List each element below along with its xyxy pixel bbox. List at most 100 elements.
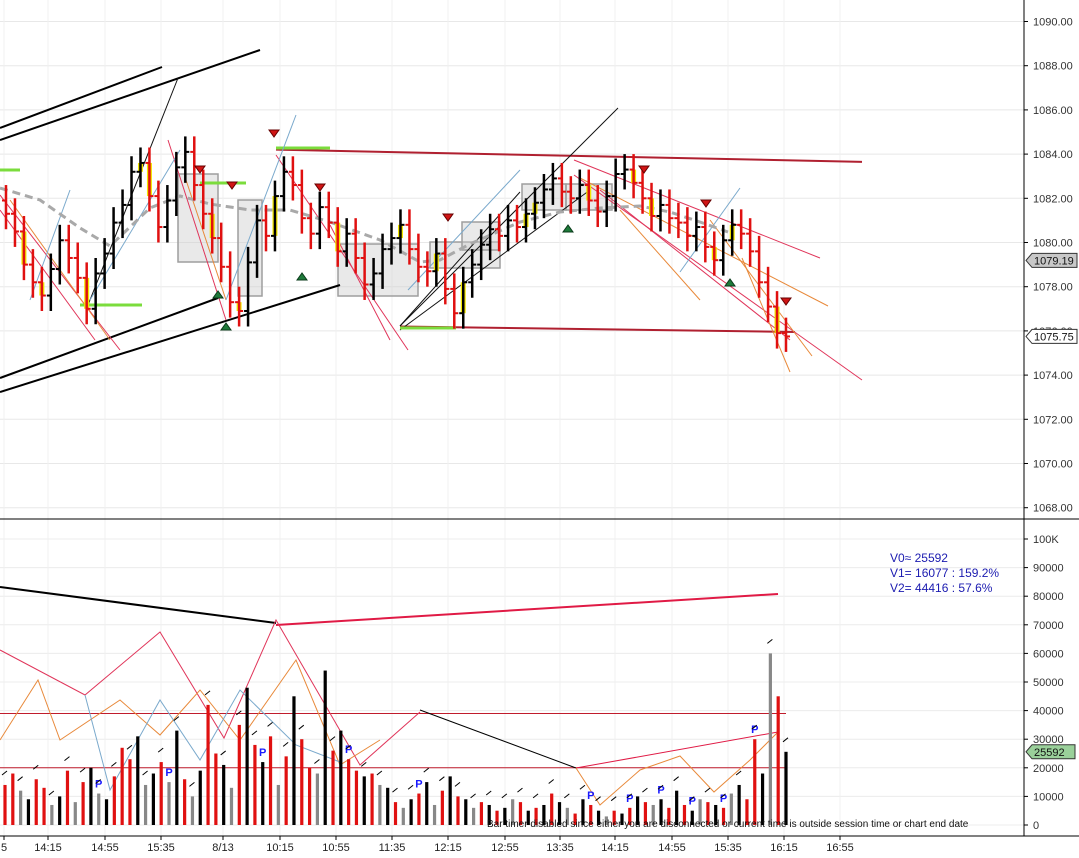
time-tick-label: 11:35	[379, 842, 406, 854]
volume-bar	[167, 782, 171, 825]
volume-bar	[276, 784, 280, 825]
volume-stats-line: V1= 16077 : 159.2%	[890, 566, 999, 580]
volume-arrow-marker	[517, 787, 523, 793]
volume-arrow-marker	[376, 770, 383, 776]
buy-triangle-marker	[212, 290, 224, 299]
volume-arrow-marker	[642, 787, 648, 793]
volume-bar	[354, 770, 359, 825]
trend-line	[0, 66, 163, 129]
volume-arrow-marker	[532, 793, 539, 799]
volume-arrow-marker	[189, 782, 195, 787]
volume-bar	[284, 756, 288, 825]
price-bar	[190, 136, 199, 201]
volume-bar	[339, 730, 343, 825]
price-bar	[584, 169, 593, 216]
price-tick-label: 1068.00	[1033, 503, 1073, 515]
volume-bar	[401, 807, 405, 825]
volume-bar	[300, 739, 304, 825]
volume-bar	[50, 804, 54, 825]
p-marker: P	[345, 744, 352, 756]
volume-tick-label: 30000	[1033, 734, 1064, 746]
price-bar	[64, 224, 73, 274]
volume-bar	[612, 810, 616, 825]
p-marker: P	[165, 767, 172, 779]
sell-triangle-marker	[314, 183, 326, 192]
price-bar	[351, 218, 360, 274]
volume-bar	[565, 807, 569, 825]
price-bar	[19, 215, 28, 281]
volume-bar	[487, 804, 491, 825]
volume-arrow-marker	[360, 761, 367, 767]
price-tag-label: 1079.19	[1034, 255, 1074, 267]
price-tag-box	[1025, 328, 1078, 344]
volume-bar	[214, 753, 218, 825]
volume-arrow-marker	[548, 779, 555, 784]
volume-bar	[472, 807, 476, 825]
time-tick-label: 12:15	[434, 842, 462, 854]
time-tick-label: 15:35	[714, 842, 742, 854]
p-marker: P	[259, 747, 266, 759]
price-tick-label: 1070.00	[1033, 459, 1073, 471]
volume-bar	[425, 782, 429, 825]
volume-arrow-marker	[32, 764, 39, 770]
volume-bar	[534, 807, 538, 825]
fan-line	[573, 174, 863, 381]
time-tick-label: 14:15	[601, 842, 629, 854]
volume-arrow-marker	[485, 790, 492, 796]
volume-bar	[636, 796, 640, 825]
volume-bar	[604, 816, 608, 825]
price-tick-label: 1088.00	[1033, 61, 1073, 73]
sell-triangle-marker	[226, 181, 238, 190]
volume-arrow-marker	[439, 776, 445, 782]
volume-tick-label: 60000	[1033, 648, 1064, 660]
volume-arrow-marker	[345, 744, 351, 750]
price-bar	[764, 266, 773, 323]
price-bar	[737, 209, 746, 250]
volume-last-tag-label: 25592	[1034, 747, 1065, 759]
volume-bar	[518, 802, 523, 825]
volume-arrow-marker	[235, 710, 242, 716]
price-bar	[477, 229, 486, 281]
price-bar	[665, 189, 674, 234]
p-marker: P	[657, 784, 664, 796]
volume-last-tag-box	[1025, 744, 1076, 760]
volume-bar	[464, 799, 468, 825]
volume-arrow-marker	[767, 639, 773, 644]
volume-arrow-marker	[157, 747, 164, 753]
price-bar	[782, 317, 790, 352]
volume-arrow-marker	[329, 736, 336, 742]
volume-arrow-marker	[64, 756, 70, 762]
volume-bar	[511, 799, 515, 825]
buy-triangle-marker	[562, 224, 574, 233]
price-bar	[28, 249, 37, 298]
volume-bar	[81, 782, 85, 825]
p-marker: P	[689, 796, 696, 808]
bar-timer-note: Bar timer disabled since either you are …	[487, 819, 969, 830]
volume-bar	[3, 784, 7, 825]
price-bar	[432, 238, 441, 287]
price-bar	[459, 266, 468, 329]
price-bar	[342, 218, 351, 267]
volume-bar	[503, 807, 507, 825]
price-bar	[504, 204, 513, 252]
p-marker: P	[720, 793, 727, 805]
volume-arrow-marker	[564, 793, 570, 799]
volume-arrow-marker	[267, 721, 273, 727]
price-bar	[154, 180, 163, 243]
volume-bar	[151, 773, 155, 825]
volume-bar	[89, 767, 93, 825]
volume-bar	[581, 799, 585, 825]
price-tick-label: 1086.00	[1033, 105, 1073, 117]
price-bars	[2, 129, 792, 352]
fan-line	[225, 114, 297, 301]
volume-bar	[557, 802, 562, 825]
volume-bar	[659, 799, 663, 825]
buy-triangle-marker	[220, 322, 232, 331]
price-bar	[91, 257, 100, 325]
volume-bar	[120, 747, 124, 825]
price-bar	[611, 158, 620, 212]
price-bar	[333, 207, 342, 267]
fan-line	[619, 209, 701, 301]
